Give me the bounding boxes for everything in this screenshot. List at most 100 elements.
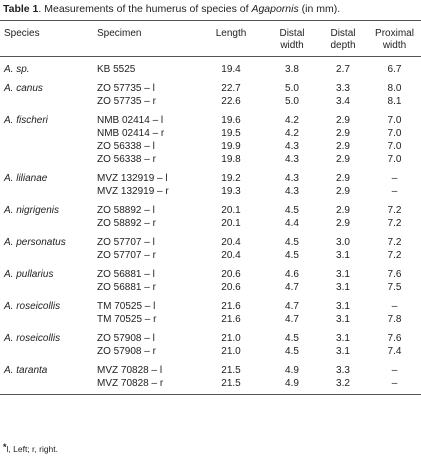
measurement-cell: 22.7 [221,83,241,94]
measurement-cell: 3.0 [336,237,350,248]
column-header: Distal depth [330,28,356,51]
species-cell: A. lilianae [4,173,48,184]
footnote-text: l, Left; r, right. [6,444,59,454]
measurement-cell: 7.0 [387,154,402,165]
column-header: Specimen [97,28,142,39]
table-row: A. roseicollis TM 70525 – l 21.6 4.7 3.1 – [0,294,421,313]
table-row: NMB 02414 – r 19.5 4.2 2.9 7.0 [0,127,421,140]
table-caption: Table 1. Measurements of the humerus of … [3,3,340,15]
measurement-cell: 2.9 [336,205,350,216]
empty-cell [0,281,93,294]
species-cell: A. personatus [4,237,66,248]
measurement-cell: 19.9 [221,141,241,152]
measurement-cell: 21.6 [221,301,241,312]
caption-label: Table 1 [3,3,39,15]
column-header: Distal width [279,28,305,51]
measurement-cell: 21.5 [221,365,241,376]
measurement-cell: 19.6 [221,115,241,126]
table-row: A. fischeri NMB 02414 – l 19.6 4.2 2.9 7.0 [0,108,421,127]
specimen-cell: ZO 57908 – l [97,333,155,344]
species-cell: A. pullarius [4,269,54,280]
measurement-cell: 4.3 [285,173,299,184]
measurement-cell: 2.7 [336,64,350,75]
empty-cell [0,377,93,395]
measurement-cell: 7.6 [387,333,402,344]
measurement-cell: 4.3 [285,154,299,165]
measurement-cell: 8.0 [387,83,402,94]
specimen-cell: TM 70525 – l [97,301,156,312]
measurement-cell: 2.9 [336,218,350,229]
measurement-cell: 20.1 [221,218,241,229]
table-row: A. nigrigenis ZO 58892 – l 20.1 4.5 2.9 7.2 [0,198,421,217]
measurement-cell: 3.1 [336,346,350,357]
measurement-cell: 7.2 [387,250,402,261]
specimen-cell: ZO 56338 – r [97,154,156,165]
footnote-mark: * [3,442,7,452]
measurement-cell: 5.0 [285,96,299,107]
measurement-cell: 4.5 [285,346,299,357]
measurement-cell: 3.4 [336,96,350,107]
specimen-cell: TM 70525 – r [97,314,157,325]
measurement-cell: 3.3 [336,83,350,94]
table-row: MVZ 132919 – r 19.3 4.3 2.9 – [0,185,421,198]
measurement-cell: 5.0 [285,83,299,94]
measurement-cell: 4.2 [285,115,299,126]
measurement-cell: 3.1 [336,301,350,312]
caption-text: . Measurements of the humerus of species… [38,3,252,15]
measurement-cell: 3.1 [336,314,350,325]
specimen-cell: MVZ 132919 – r [97,186,169,197]
measurement-cell: 3.2 [336,378,350,389]
measurement-cell: 4.9 [285,378,299,389]
measurement-cell: 4.7 [285,314,299,325]
specimen-cell: NMB 02414 – r [97,128,165,139]
header-row: Species Specimen Length Distal width Distal … [0,20,421,57]
specimen-cell: ZO 57707 – r [97,250,156,261]
measurement-cell: 2.9 [336,128,350,139]
measurement-cell: 4.5 [285,250,299,261]
measurement-cell: 4.4 [285,218,299,229]
measurement-cell: 2.9 [336,141,350,152]
specimen-cell: ZO 57735 – r [97,96,156,107]
table-row: ZO 57735 – r 22.6 5.0 3.4 8.1 [0,95,421,108]
measurement-cell: 19.5 [221,128,241,139]
specimen-cell: ZO 57908 – r [97,346,156,357]
caption-tail: (in mm). [298,3,341,15]
column-header: Proximal width [375,28,414,51]
specimen-cell: ZO 56338 – l [97,141,155,152]
measurement-cell: 20.6 [221,282,241,293]
empty-cell [0,249,93,262]
table-row: ZO 57908 – r 21.0 4.5 3.1 7.4 [0,345,421,358]
measurements-table: Species Specimen Length Distal width Distal … [0,20,421,395]
table-row: TM 70525 – r 21.6 4.7 3.1 7.8 [0,313,421,326]
specimen-cell: ZO 56881 – r [97,282,156,293]
measurement-cell: 20.6 [221,269,241,280]
measurement-cell: 4.3 [285,186,299,197]
species-cell: A. fischeri [4,115,48,126]
measurement-cell: 20.4 [221,250,241,261]
measurement-cell: 7.2 [387,237,402,248]
table-row: A. sp. KB 5525 19.4 3.8 2.7 6.7 [0,57,421,77]
species-cell: A. roseicollis [4,333,61,344]
specimen-cell: ZO 58892 – r [97,218,156,229]
measurement-cell: 6.7 [387,64,402,75]
measurement-cell: 4.3 [285,141,299,152]
species-cell: A. nigrigenis [4,205,60,216]
measurement-cell: 3.1 [336,333,350,344]
specimen-cell: ZO 57735 – l [97,83,155,94]
table-row: A. canus ZO 57735 – l 22.7 5.0 3.3 8.0 [0,76,421,95]
table-row: ZO 57707 – r 20.4 4.5 3.1 7.2 [0,249,421,262]
measurement-cell: 4.5 [285,205,299,216]
empty-cell [0,185,93,198]
measurement-cell: 21.6 [221,314,241,325]
caption-genus: Agapornis [251,3,299,15]
measurement-cell: 7.5 [387,282,402,293]
measurement-cell: 3.1 [336,269,350,280]
measurement-cell: 21.0 [221,346,241,357]
measurement-cell: 8.1 [387,96,402,107]
column-header: Length [215,28,247,39]
table-row: A. taranta MVZ 70828 – l 21.5 4.9 3.3 – [0,358,421,377]
table-row: A. roseicollis ZO 57908 – l 21.0 4.5 3.1 7.6 [0,326,421,345]
measurement-cell: 20.1 [221,205,241,216]
specimen-cell: MVZ 70828 – r [97,378,164,389]
